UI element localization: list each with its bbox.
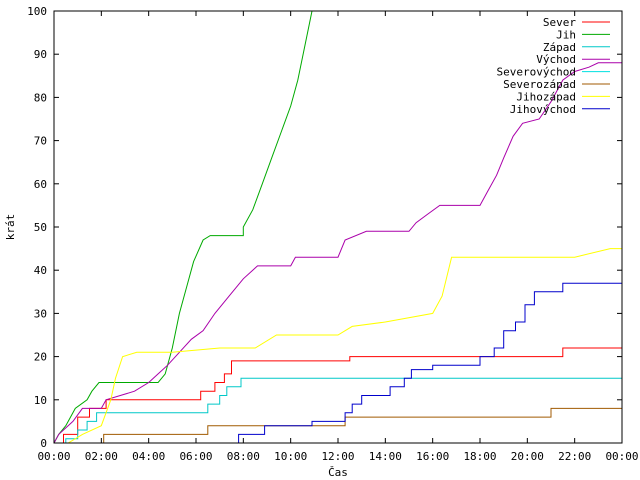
y-tick-label: 70: [34, 135, 47, 148]
legend-label: Jih: [556, 28, 576, 41]
y-tick-label: 40: [34, 264, 47, 277]
y-tick-label: 30: [34, 307, 47, 320]
x-tick-label: 02:00: [85, 450, 118, 463]
series-layer: [54, 11, 622, 443]
y-tick-label: 0: [40, 437, 47, 450]
legend-label: Severovýchod: [497, 66, 576, 79]
legend-label: Sever: [543, 16, 576, 29]
y-tick-label: 90: [34, 48, 47, 61]
y-tick-label: 80: [34, 91, 47, 104]
series-line-4: [54, 62, 622, 443]
y-axis: 0 10 20 30 40 50 60 70 80 90 100: [27, 5, 622, 450]
x-tick-label: 22:00: [558, 450, 591, 463]
x-tick-label: 10:00: [274, 450, 307, 463]
x-axis: 00:00 02:00 04:00 06:00 08:00 10:00 12:00 14:00…: [37, 11, 639, 463]
legend-label: Západ: [543, 41, 576, 54]
x-tick-label: 06:00: [179, 450, 212, 463]
x-tick-label: 18:00: [463, 450, 496, 463]
y-tick-label: 10: [34, 394, 47, 407]
x-tick-label: 14:00: [369, 450, 402, 463]
series-line-7: [67, 248, 622, 443]
x-tick-label: 04:00: [132, 450, 165, 463]
y-tick-label: 100: [27, 5, 47, 18]
legend-label: Jihovýchod: [510, 103, 576, 116]
y-tick-label: 20: [34, 351, 47, 364]
y-tick-label: 50: [34, 221, 47, 234]
series-line-1: [63, 347, 622, 443]
series-line-2: [54, 11, 313, 443]
series-line-8: [238, 282, 622, 443]
x-tick-label: 16:00: [416, 450, 449, 463]
series-line-6: [103, 407, 622, 443]
legend-label: Severozápad: [503, 78, 576, 91]
legend: SeverJihZápadVýchodSeverovýchodSeverozáp…: [497, 16, 610, 116]
x-axis-label: Čas: [328, 466, 348, 479]
y-axis-label: krát: [4, 214, 17, 241]
series-line-3: [65, 377, 622, 443]
x-tick-label: 08:00: [227, 450, 260, 463]
legend-label: Jihozápad: [516, 90, 576, 103]
x-tick-label: 00:00: [37, 450, 70, 463]
x-tick-label: 00:00: [605, 450, 638, 463]
x-tick-label: 20:00: [511, 450, 544, 463]
y-tick-label: 60: [34, 178, 47, 191]
x-tick-label: 12:00: [321, 450, 354, 463]
legend-label: Východ: [536, 53, 576, 66]
